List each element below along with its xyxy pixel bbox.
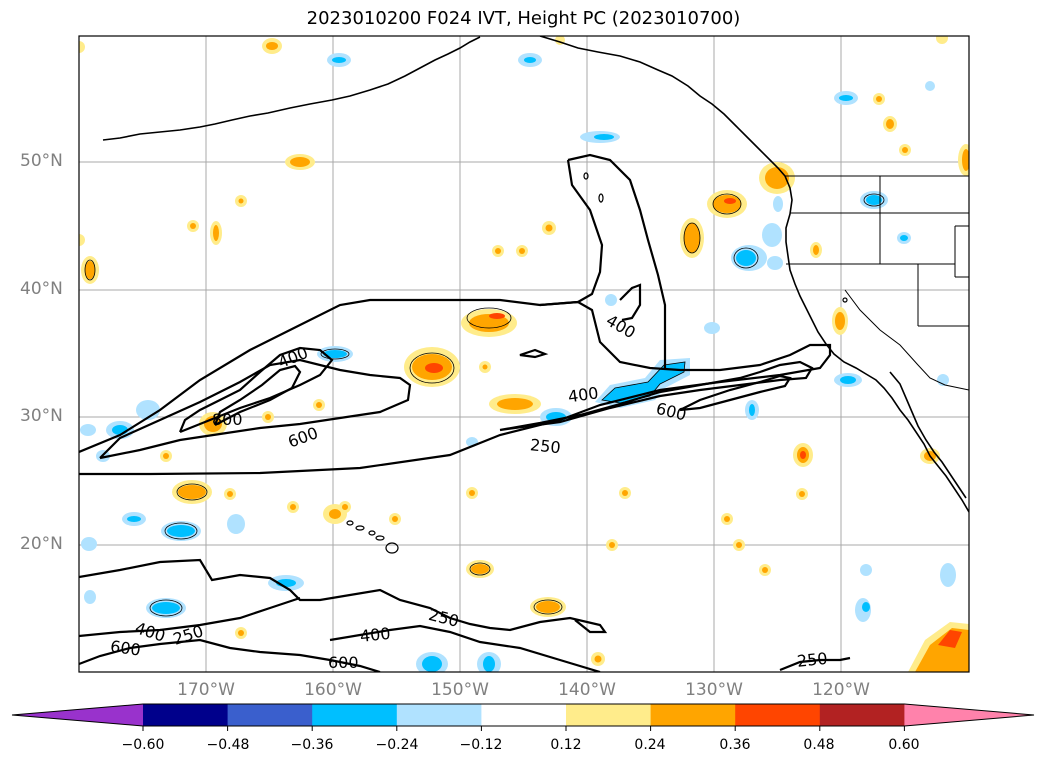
small-positive-dots (79, 36, 948, 666)
contour-label: 250 (529, 435, 561, 457)
colorbar-tick-label: −0.24 (375, 737, 419, 753)
colorbar-segment (227, 704, 313, 726)
colorbar-tick-label: −0.60 (121, 737, 165, 753)
colorbar-tick-label: −0.12 (459, 737, 503, 753)
colorbar-segment (735, 704, 821, 726)
minor-contours (583, 172, 848, 303)
latitude-label: 50°N (20, 151, 63, 171)
latitude-label: 30°N (20, 406, 63, 426)
gridlines (79, 36, 969, 672)
colorbar-tick-label: 0.60 (888, 737, 920, 753)
contour-labels: 400 800 600 250 400 600 400 250 400 600 … (109, 311, 828, 672)
contour-label: 250 (796, 649, 828, 671)
patch-outlines (84, 193, 885, 617)
colorbar-segment (481, 704, 567, 726)
colorbar-tick-label: 0.12 (550, 737, 582, 753)
contour-label: 800 (212, 410, 243, 429)
latitude-label: 40°N (20, 279, 63, 299)
colorbar-segment (396, 704, 482, 726)
colorbar-segment (143, 704, 229, 726)
borders (785, 175, 969, 391)
colorbar-segment (566, 704, 652, 726)
colorbar-tick-label: −0.36 (290, 737, 334, 753)
colorbar-extend-left (12, 704, 143, 726)
colorbar-tick-label: 0.36 (719, 737, 751, 753)
colorbar-segment (819, 704, 905, 726)
longitude-label: 130°W (685, 680, 743, 700)
small-orange-dots (163, 147, 908, 663)
positive-anomaly-patches (81, 38, 969, 672)
contour-label: 400 (359, 624, 391, 646)
longitude-label: 120°W (812, 680, 870, 700)
contour-label: 600 (328, 653, 359, 672)
colorbar-segment (312, 704, 398, 726)
map-title: 2023010200 F024 IVT, Height PC (20230107… (306, 8, 741, 29)
colorbar-extend-right (904, 704, 1034, 726)
height-contours (79, 153, 851, 672)
coastlines (102, 36, 969, 513)
longitude-label: 170°W (177, 680, 235, 700)
colorbar-segment (650, 704, 736, 726)
colorbar-tick-label: 0.24 (634, 737, 666, 753)
latitude-label: 20°N (20, 534, 63, 554)
longitude-label: 150°W (431, 680, 489, 700)
map-frame (78, 35, 970, 673)
colorbar (11, 703, 1035, 731)
contour-label: 400 (567, 383, 600, 406)
colorbar-tick-label: −0.48 (206, 737, 250, 753)
longitude-label: 140°W (558, 680, 616, 700)
colorbar-tick-label: 0.48 (803, 737, 835, 753)
longitude-label: 160°W (304, 680, 362, 700)
hawaiian-islands (346, 520, 399, 554)
contour-label: 600 (109, 637, 142, 660)
